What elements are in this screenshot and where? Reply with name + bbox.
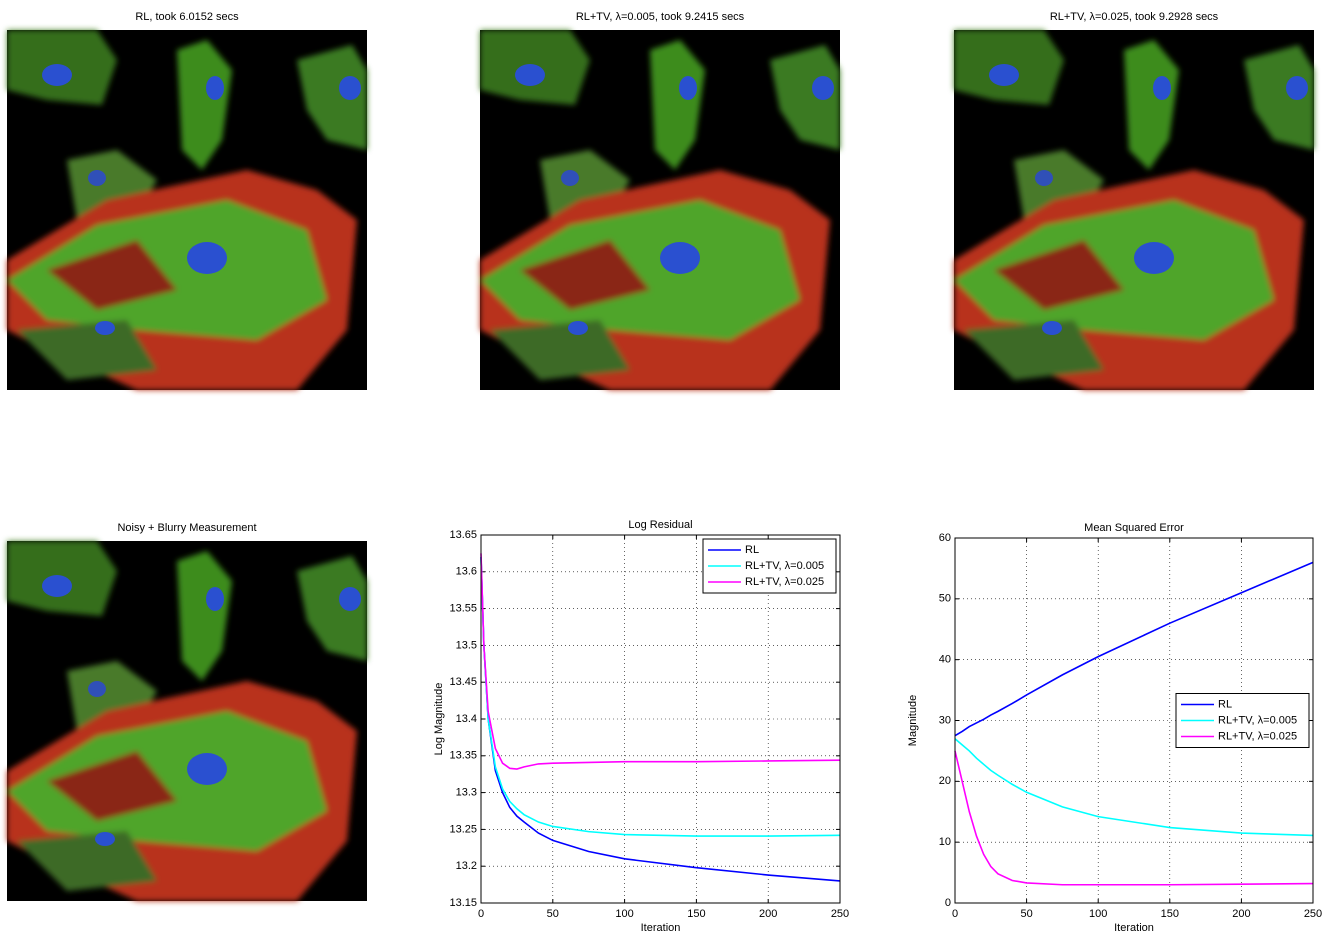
- image: [480, 30, 840, 390]
- y-tick-label: 50: [939, 593, 951, 605]
- y-tick-label: 13.5: [456, 639, 477, 651]
- x-tick-label: 50: [547, 908, 559, 920]
- x-tick-label: 100: [615, 908, 633, 920]
- y-tick-label: 13.3: [456, 787, 477, 799]
- y-tick-label: 10: [939, 836, 951, 848]
- x-tick-label: 50: [1020, 908, 1032, 920]
- x-tick-label: 150: [1161, 908, 1179, 920]
- line-series: [954, 738, 1314, 837]
- image-title: RL+TV, λ=0.005, took 9.2415 secs: [576, 11, 745, 23]
- image-title: RL+TV, λ=0.025, took 9.2928 secs: [1050, 11, 1219, 23]
- y-tick-label: 13.6: [456, 566, 477, 578]
- y-tick-label: 13.15: [449, 897, 477, 909]
- line-series: [480, 553, 841, 770]
- chart-title: Mean Squared Error: [1084, 522, 1184, 534]
- axes-box: [480, 534, 841, 904]
- y-tick-label: 13.35: [449, 750, 477, 762]
- x-tick-label: 200: [759, 908, 777, 920]
- x-tick-label: 0: [952, 908, 958, 920]
- legend-label: RL+TV, λ=0.005: [745, 560, 824, 572]
- legend: [1175, 693, 1310, 748]
- line-series: [954, 561, 1314, 737]
- image-title: Noisy + Blurry Measurement: [117, 522, 256, 534]
- y-tick-label: 40: [939, 654, 951, 666]
- y-tick-label: 13.45: [449, 676, 477, 688]
- x-tick-label: 150: [687, 908, 705, 920]
- y-axis-label: Log Magnitude: [433, 683, 445, 756]
- line-series: [954, 750, 1314, 886]
- y-tick-label: 13.65: [449, 529, 477, 541]
- x-tick-label: 100: [1089, 908, 1107, 920]
- image-title: RL, took 6.0152 secs: [135, 11, 239, 23]
- axes-box: [954, 537, 1314, 904]
- x-axis-label: Iteration: [1114, 922, 1154, 934]
- y-tick-label: 30: [939, 714, 951, 726]
- y-tick-label: 13.4: [456, 713, 477, 725]
- plot-area: [481, 535, 840, 903]
- y-tick-label: 20: [939, 775, 951, 787]
- x-tick-label: 200: [1232, 908, 1250, 920]
- legend-label: RL+TV, λ=0.025: [745, 576, 824, 588]
- image: [954, 30, 1314, 390]
- x-tick-label: 0: [478, 908, 484, 920]
- x-axis-label: Iteration: [641, 922, 681, 934]
- legend-label: RL+TV, λ=0.005: [1218, 714, 1297, 726]
- legend-label: RL+TV, λ=0.025: [1218, 730, 1297, 742]
- x-tick-label: 250: [831, 908, 849, 920]
- chart-title: Log Residual: [628, 519, 692, 531]
- y-axis-label: Magnitude: [907, 695, 919, 746]
- image: [7, 30, 367, 390]
- y-tick-label: 13.25: [449, 823, 477, 835]
- legend-label: RL: [1218, 698, 1232, 710]
- legend-label: RL: [745, 544, 759, 556]
- image: [7, 541, 367, 901]
- y-tick-label: 60: [939, 532, 951, 544]
- y-tick-label: 13.2: [456, 860, 477, 872]
- x-tick-label: 250: [1304, 908, 1322, 920]
- line-series: [480, 557, 841, 837]
- y-tick-label: 0: [945, 897, 951, 909]
- y-tick-label: 13.55: [449, 603, 477, 615]
